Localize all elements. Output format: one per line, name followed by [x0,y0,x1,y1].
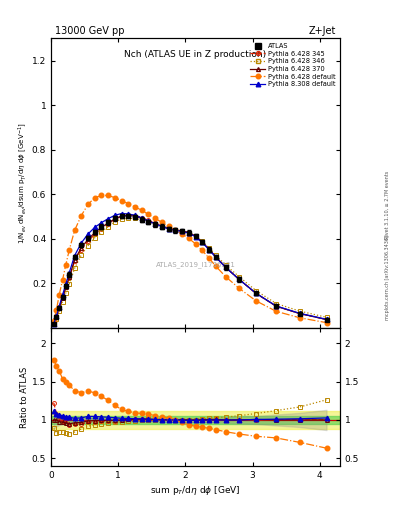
Text: Rivet 3.1.10, ≥ 2.7M events: Rivet 3.1.10, ≥ 2.7M events [385,170,390,239]
Y-axis label: Ratio to ATLAS: Ratio to ATLAS [20,367,29,428]
Text: Nch (ATLAS UE in Z production): Nch (ATLAS UE in Z production) [125,50,266,59]
Text: mcplots.cern.ch [arXiv:1306.3436]: mcplots.cern.ch [arXiv:1306.3436] [385,236,390,320]
Text: Z+Jet: Z+Jet [309,26,336,36]
Text: 13000 GeV pp: 13000 GeV pp [55,26,125,36]
Bar [51,411,340,429]
Text: ATLAS_2019_I1736531: ATLAS_2019_I1736531 [156,261,235,268]
Y-axis label: 1/N$_{ev}$ dN$_{ev}$/dsum p$_T$/d$\eta$ d$\phi$ [GeV$^{-1}$]: 1/N$_{ev}$ dN$_{ev}$/dsum p$_T$/d$\eta$ … [16,122,29,244]
X-axis label: sum p$_T$/d$\eta$ d$\phi$ [GeV]: sum p$_T$/d$\eta$ d$\phi$ [GeV] [150,484,241,497]
Bar [51,416,340,424]
Legend: ATLAS, Pythia 6.428 345, Pythia 6.428 346, Pythia 6.428 370, Pythia 6.428 defaul: ATLAS, Pythia 6.428 345, Pythia 6.428 34… [249,42,337,89]
